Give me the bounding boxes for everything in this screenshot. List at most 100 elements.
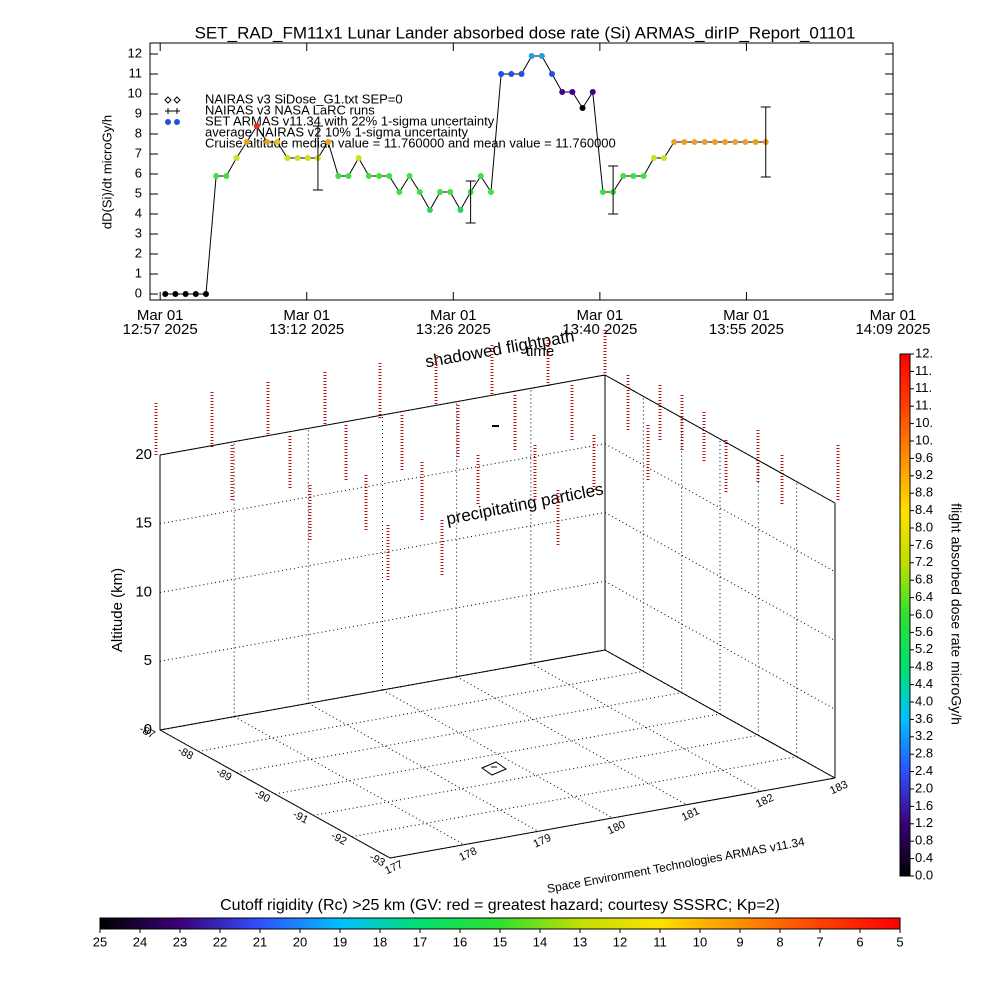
y-tick-label: 12 bbox=[128, 45, 142, 60]
z-tick-label: 5 bbox=[144, 652, 152, 669]
data-point bbox=[223, 173, 230, 179]
grid-line bbox=[159, 443, 606, 525]
data-point bbox=[711, 139, 718, 145]
data-point bbox=[752, 139, 759, 145]
colorbar-tick-label: 23 bbox=[173, 934, 187, 949]
data-point bbox=[559, 89, 566, 95]
colorbar-tick-label: 10. bbox=[915, 415, 933, 430]
data-point bbox=[253, 123, 260, 129]
data-point bbox=[264, 139, 271, 145]
data-point bbox=[508, 71, 515, 77]
data-point bbox=[487, 189, 494, 195]
data-point bbox=[681, 139, 688, 145]
z-axis-label: Altitude (km) bbox=[109, 568, 126, 652]
data-point bbox=[640, 173, 647, 179]
legend-entry: NAIRAS v3 NASA LaRC runs bbox=[205, 102, 375, 117]
colorbar-tick-label: 7.6 bbox=[915, 537, 933, 552]
colorbar-tick-label: 24 bbox=[133, 934, 147, 949]
colorbar bbox=[899, 353, 911, 877]
data-point bbox=[528, 53, 535, 59]
colorbar-tick-label: 21 bbox=[253, 934, 267, 949]
grid-line bbox=[198, 670, 644, 752]
data-point bbox=[416, 189, 423, 195]
grid-line bbox=[274, 713, 721, 795]
colorbar-tick-label: 1.6 bbox=[915, 798, 933, 813]
data-point bbox=[243, 139, 250, 145]
colorbar-tick-label: 11. bbox=[915, 380, 932, 395]
data-point bbox=[294, 155, 301, 161]
colorbar-tick-label: 8.0 bbox=[915, 519, 933, 534]
data-point bbox=[386, 173, 393, 179]
grid-line bbox=[313, 734, 759, 816]
y-tick-label: 6 bbox=[135, 165, 142, 180]
data-point bbox=[345, 173, 352, 179]
colorbar-tick-label: 7.2 bbox=[915, 554, 933, 569]
data-point bbox=[437, 189, 444, 195]
data-point bbox=[325, 139, 332, 145]
z-tick-label: 15 bbox=[135, 515, 152, 532]
data-point bbox=[599, 189, 606, 195]
colorbar-tick-label: 0.0 bbox=[915, 867, 933, 882]
data-point bbox=[396, 189, 403, 195]
frame-edge bbox=[604, 374, 836, 504]
y-tick-label: 4 bbox=[135, 205, 142, 220]
colorbar-tick-label: 5 bbox=[896, 934, 903, 949]
colorbar-tick-label: 25 bbox=[93, 934, 107, 949]
colorbar-tick-label: 6.4 bbox=[915, 589, 933, 604]
data-point bbox=[162, 291, 169, 297]
legend-symbol bbox=[174, 119, 180, 125]
colorbar-tick-label: 9.2 bbox=[915, 467, 933, 482]
colorbar-tick-label: 13 bbox=[573, 934, 587, 949]
data-point bbox=[722, 139, 729, 145]
colorbar-tick-label: 17 bbox=[413, 934, 427, 949]
data-point bbox=[202, 291, 209, 297]
colorbar-tick-label: 6 bbox=[856, 934, 863, 949]
error-bar bbox=[608, 165, 619, 215]
data-point bbox=[701, 139, 708, 145]
x-tick-label: Mar 01 13:26 2025 bbox=[416, 307, 491, 338]
colorbar-tick-label: 8 bbox=[776, 934, 783, 949]
data-point bbox=[671, 139, 678, 145]
colorbar-tick-label: 10 bbox=[693, 934, 707, 949]
colorbar-tick-label: 18 bbox=[373, 934, 387, 949]
y-tick-label: 9 bbox=[135, 105, 142, 120]
colorbar-tick-label: 4.8 bbox=[915, 659, 933, 674]
y-tick-label: 10 bbox=[128, 85, 142, 100]
chart-title: SET_RAD_FM11x1 Lunar Lander absorbed dos… bbox=[195, 23, 856, 42]
colorbar-tick-label: 20 bbox=[293, 934, 307, 949]
data-point bbox=[172, 291, 179, 297]
x-tick-label: Mar 01 13:55 2025 bbox=[709, 307, 784, 338]
colorbar-tick-label: 12 bbox=[613, 934, 627, 949]
legend: NAIRAS v3 SiDose_G1.txt SEP=0 NAIRAS v3 … bbox=[164, 91, 616, 150]
grid-line bbox=[236, 692, 682, 774]
data-point bbox=[365, 173, 372, 179]
data-point bbox=[406, 173, 413, 179]
colorbar-tick-label: 6.0 bbox=[915, 606, 933, 621]
data-point bbox=[742, 139, 749, 145]
data-point bbox=[589, 89, 596, 95]
colorbar-tick-label: 2.8 bbox=[915, 746, 933, 761]
data-point bbox=[518, 71, 525, 77]
data-point bbox=[182, 291, 189, 297]
grid-line bbox=[351, 756, 797, 838]
data-point bbox=[376, 173, 383, 179]
colorbar-tick-label: 0.8 bbox=[915, 833, 933, 848]
colorbar-tick-label: 11 bbox=[653, 934, 667, 949]
data-point bbox=[549, 71, 556, 77]
data-point bbox=[213, 173, 220, 179]
colorbar-tick-label: 5.2 bbox=[915, 641, 933, 656]
data-line bbox=[165, 55, 766, 295]
z-tick-label: 20 bbox=[135, 446, 152, 463]
colorbar-tick-label: 8.4 bbox=[915, 502, 933, 517]
y-tick-label: 7 bbox=[135, 145, 142, 160]
data-point bbox=[477, 173, 484, 179]
data-point bbox=[304, 155, 311, 161]
data-point bbox=[355, 155, 362, 161]
colorbar-tick-label: 22 bbox=[213, 934, 227, 949]
legend-symbol bbox=[164, 96, 181, 104]
colorbar-tick-label: 4.0 bbox=[915, 693, 933, 708]
z-tick-label: 0 bbox=[144, 721, 152, 738]
data-point bbox=[498, 71, 505, 77]
